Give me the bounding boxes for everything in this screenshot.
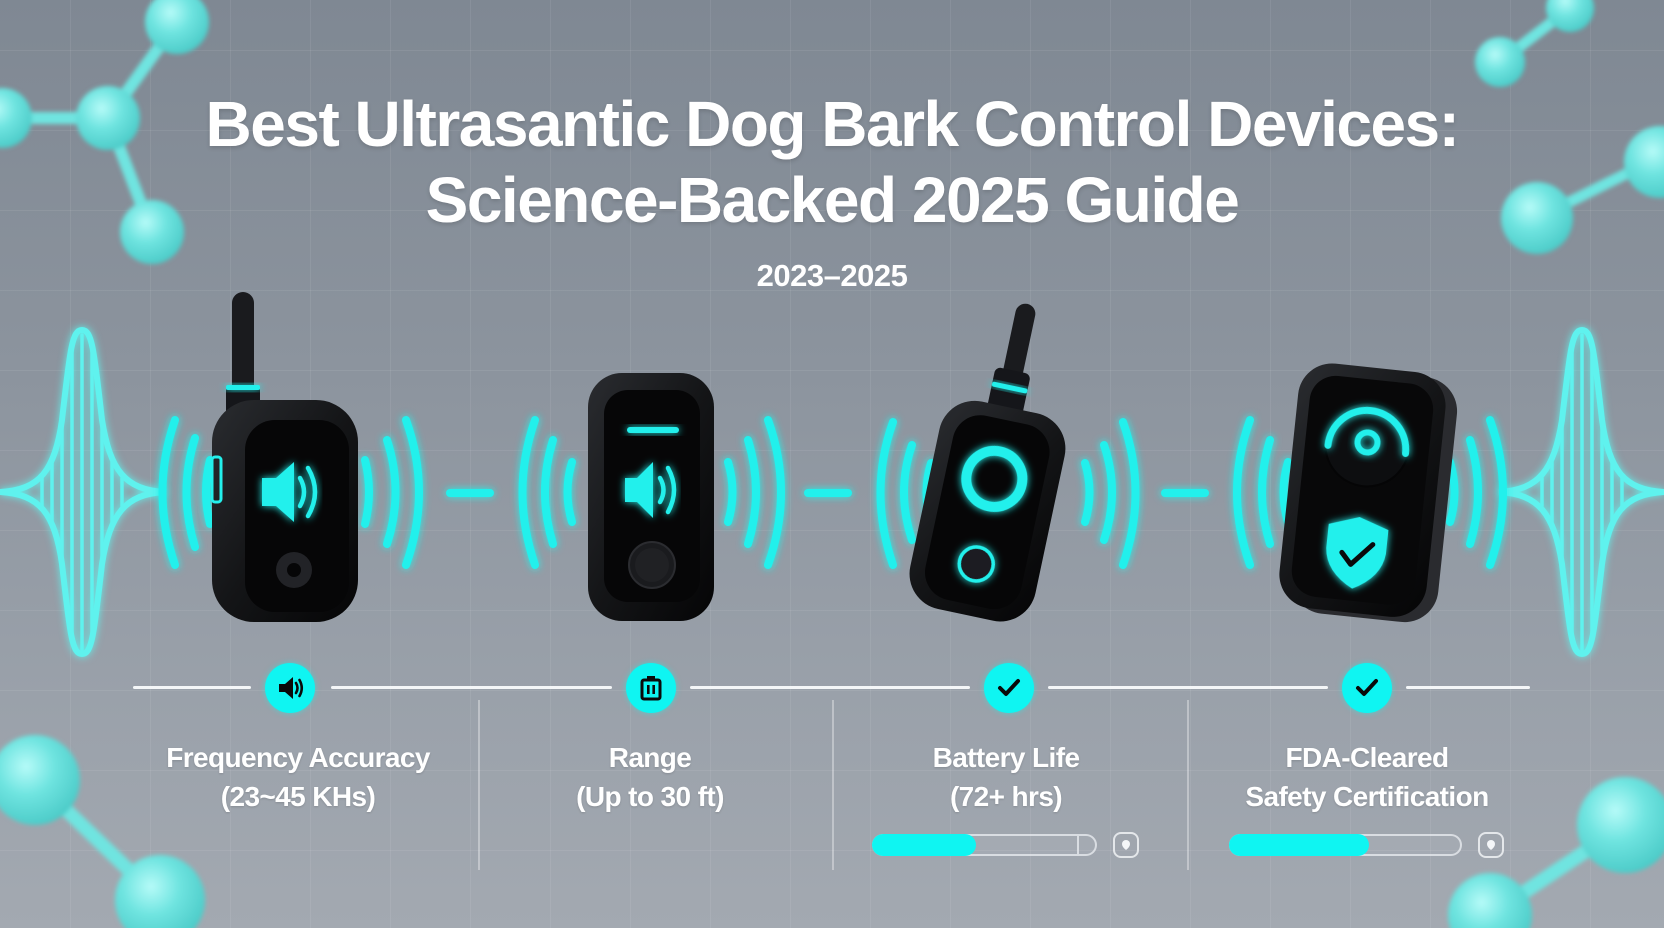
column-divider [832,700,834,870]
feature-title: FDA-Cleared [1285,742,1450,773]
progress-marker [1077,836,1079,854]
timeline-segment [1406,686,1530,689]
timeline-segment [690,686,970,689]
battery-progress-fill [872,834,976,856]
feature-range: Range (Up to 30 ft) [470,738,830,816]
device-3 [909,303,1066,622]
fda-progress-bar [1229,834,1462,856]
device-1 [210,292,358,622]
timeline-segment [1048,686,1328,689]
feature-badge-frequency [265,663,315,713]
fda-progress-fill [1229,834,1369,856]
molecule-bottom-right [1448,777,1664,928]
molecule-top-right [1475,0,1664,254]
waveform-right-icon [1498,326,1664,658]
waveform-left-icon [0,326,166,658]
speaker-icon [279,677,304,699]
device-2 [588,373,714,621]
timeline-segment [331,686,612,689]
device-4 [1279,363,1458,623]
feature-title: Range [608,742,692,773]
column-divider [1187,700,1189,870]
molecule-top-left [0,0,209,264]
feature-badge-fda [1342,663,1392,713]
feature-fda: FDA-Cleared Safety Certification [1187,738,1547,816]
battery-icon [640,676,662,701]
feature-badge-battery [984,663,1034,713]
feature-battery: Battery Life (72+ hrs) [826,738,1186,816]
molecule-bottom-left [0,735,205,928]
page-subtitle-years: 2023–2025 [756,258,908,293]
feature-frequency: Frequency Accuracy (23~45 KHs) [118,738,478,816]
page-title-line2: Science-Backed 2025 Guide [425,164,1240,236]
feature-detail: (Up to 30 ft) [576,781,724,812]
feature-detail: (72+ hrs) [949,781,1063,812]
sound-waves [158,416,1507,569]
feature-title: Battery Life [932,742,1080,773]
feature-detail: (23~45 KHs) [220,781,376,812]
location-pin-icon[interactable] [1478,832,1504,858]
location-pin-icon[interactable] [1113,832,1139,858]
feature-detail: Safety Certification [1245,781,1489,812]
page-title-line1: Best Ultrasantic Dog Bark Control Device… [205,88,1460,160]
timeline-segment [133,686,251,689]
column-divider [478,700,480,870]
feature-title: Frequency Accuracy [166,742,430,773]
battery-progress-bar [872,834,1097,856]
check-icon [998,679,1020,696]
feature-badge-range [626,663,676,713]
check-icon [1356,679,1378,696]
